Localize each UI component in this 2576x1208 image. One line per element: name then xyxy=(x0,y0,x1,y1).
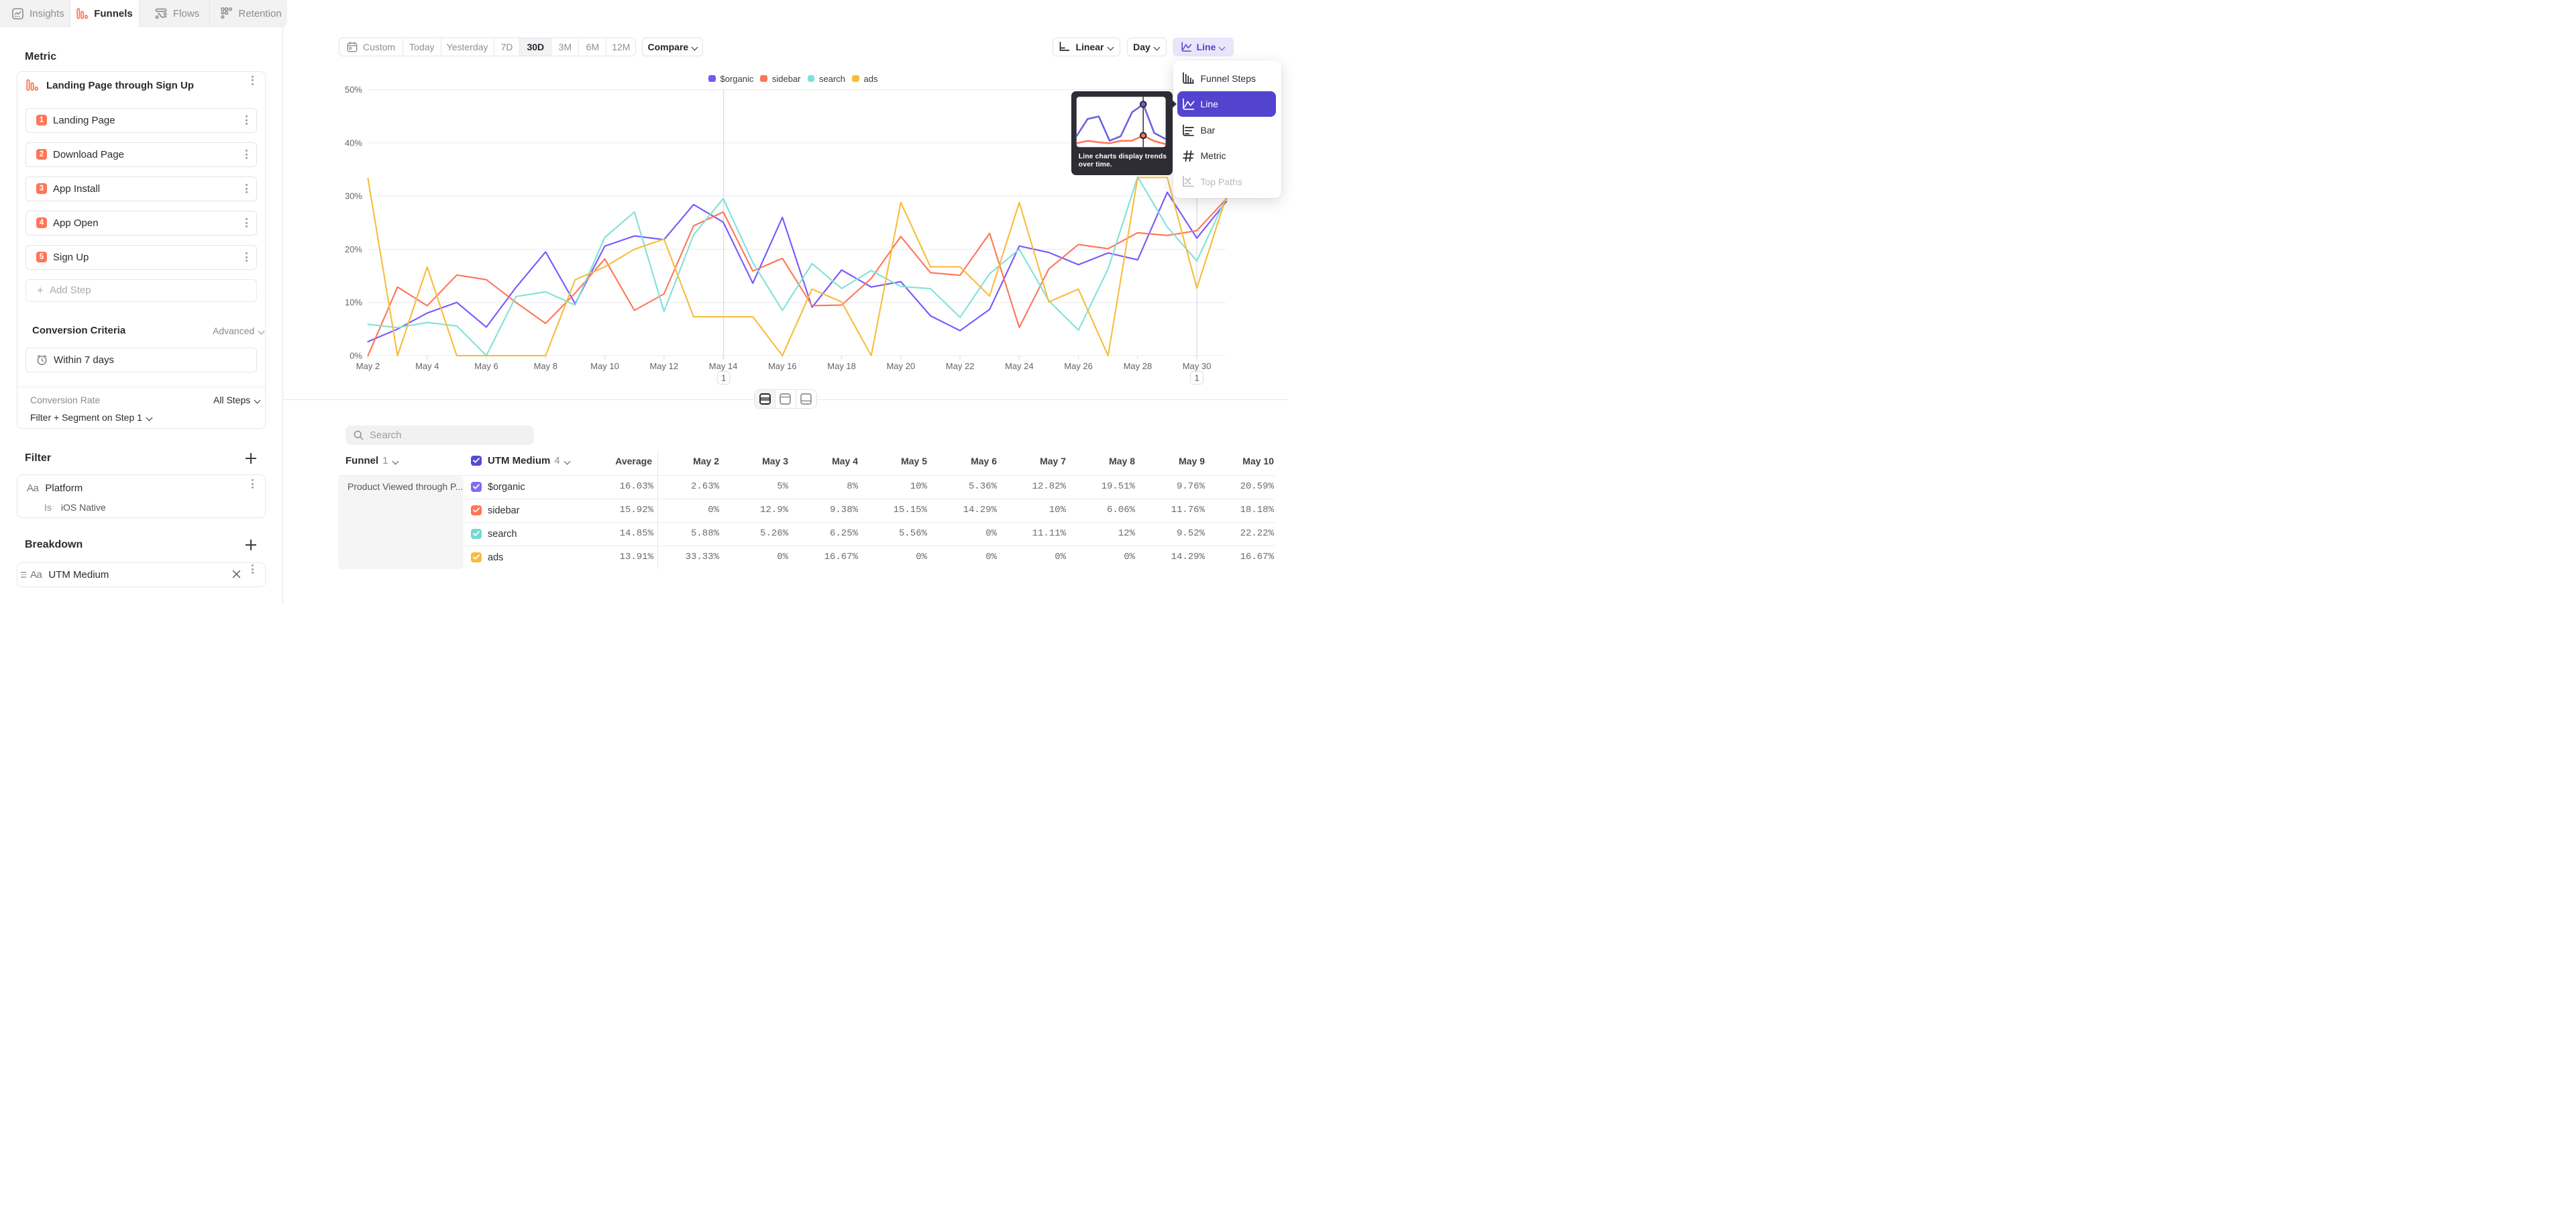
svg-text:1: 1 xyxy=(1195,374,1199,383)
svg-text:30%: 30% xyxy=(345,191,362,201)
svg-text:May 16: May 16 xyxy=(768,361,797,371)
svg-text:May 30: May 30 xyxy=(1183,361,1212,371)
svg-text:1: 1 xyxy=(721,374,726,383)
svg-text:May 6: May 6 xyxy=(474,361,498,371)
svg-text:May 22: May 22 xyxy=(946,361,975,371)
svg-text:May 4: May 4 xyxy=(415,361,439,371)
svg-text:May 18: May 18 xyxy=(827,361,856,371)
svg-text:May 2: May 2 xyxy=(356,361,380,371)
svg-text:50%: 50% xyxy=(345,85,362,95)
svg-text:May 24: May 24 xyxy=(1005,361,1034,371)
svg-text:20%: 20% xyxy=(345,244,362,254)
svg-text:0%: 0% xyxy=(350,350,362,360)
svg-text:May 14: May 14 xyxy=(709,361,738,371)
svg-text:May 20: May 20 xyxy=(886,361,915,371)
svg-text:May 8: May 8 xyxy=(534,361,557,371)
svg-text:May 10: May 10 xyxy=(590,361,619,371)
svg-text:40%: 40% xyxy=(345,138,362,148)
svg-text:May 26: May 26 xyxy=(1064,361,1093,371)
svg-text:May 28: May 28 xyxy=(1124,361,1152,371)
svg-text:May 12: May 12 xyxy=(649,361,678,371)
svg-text:10%: 10% xyxy=(345,297,362,307)
